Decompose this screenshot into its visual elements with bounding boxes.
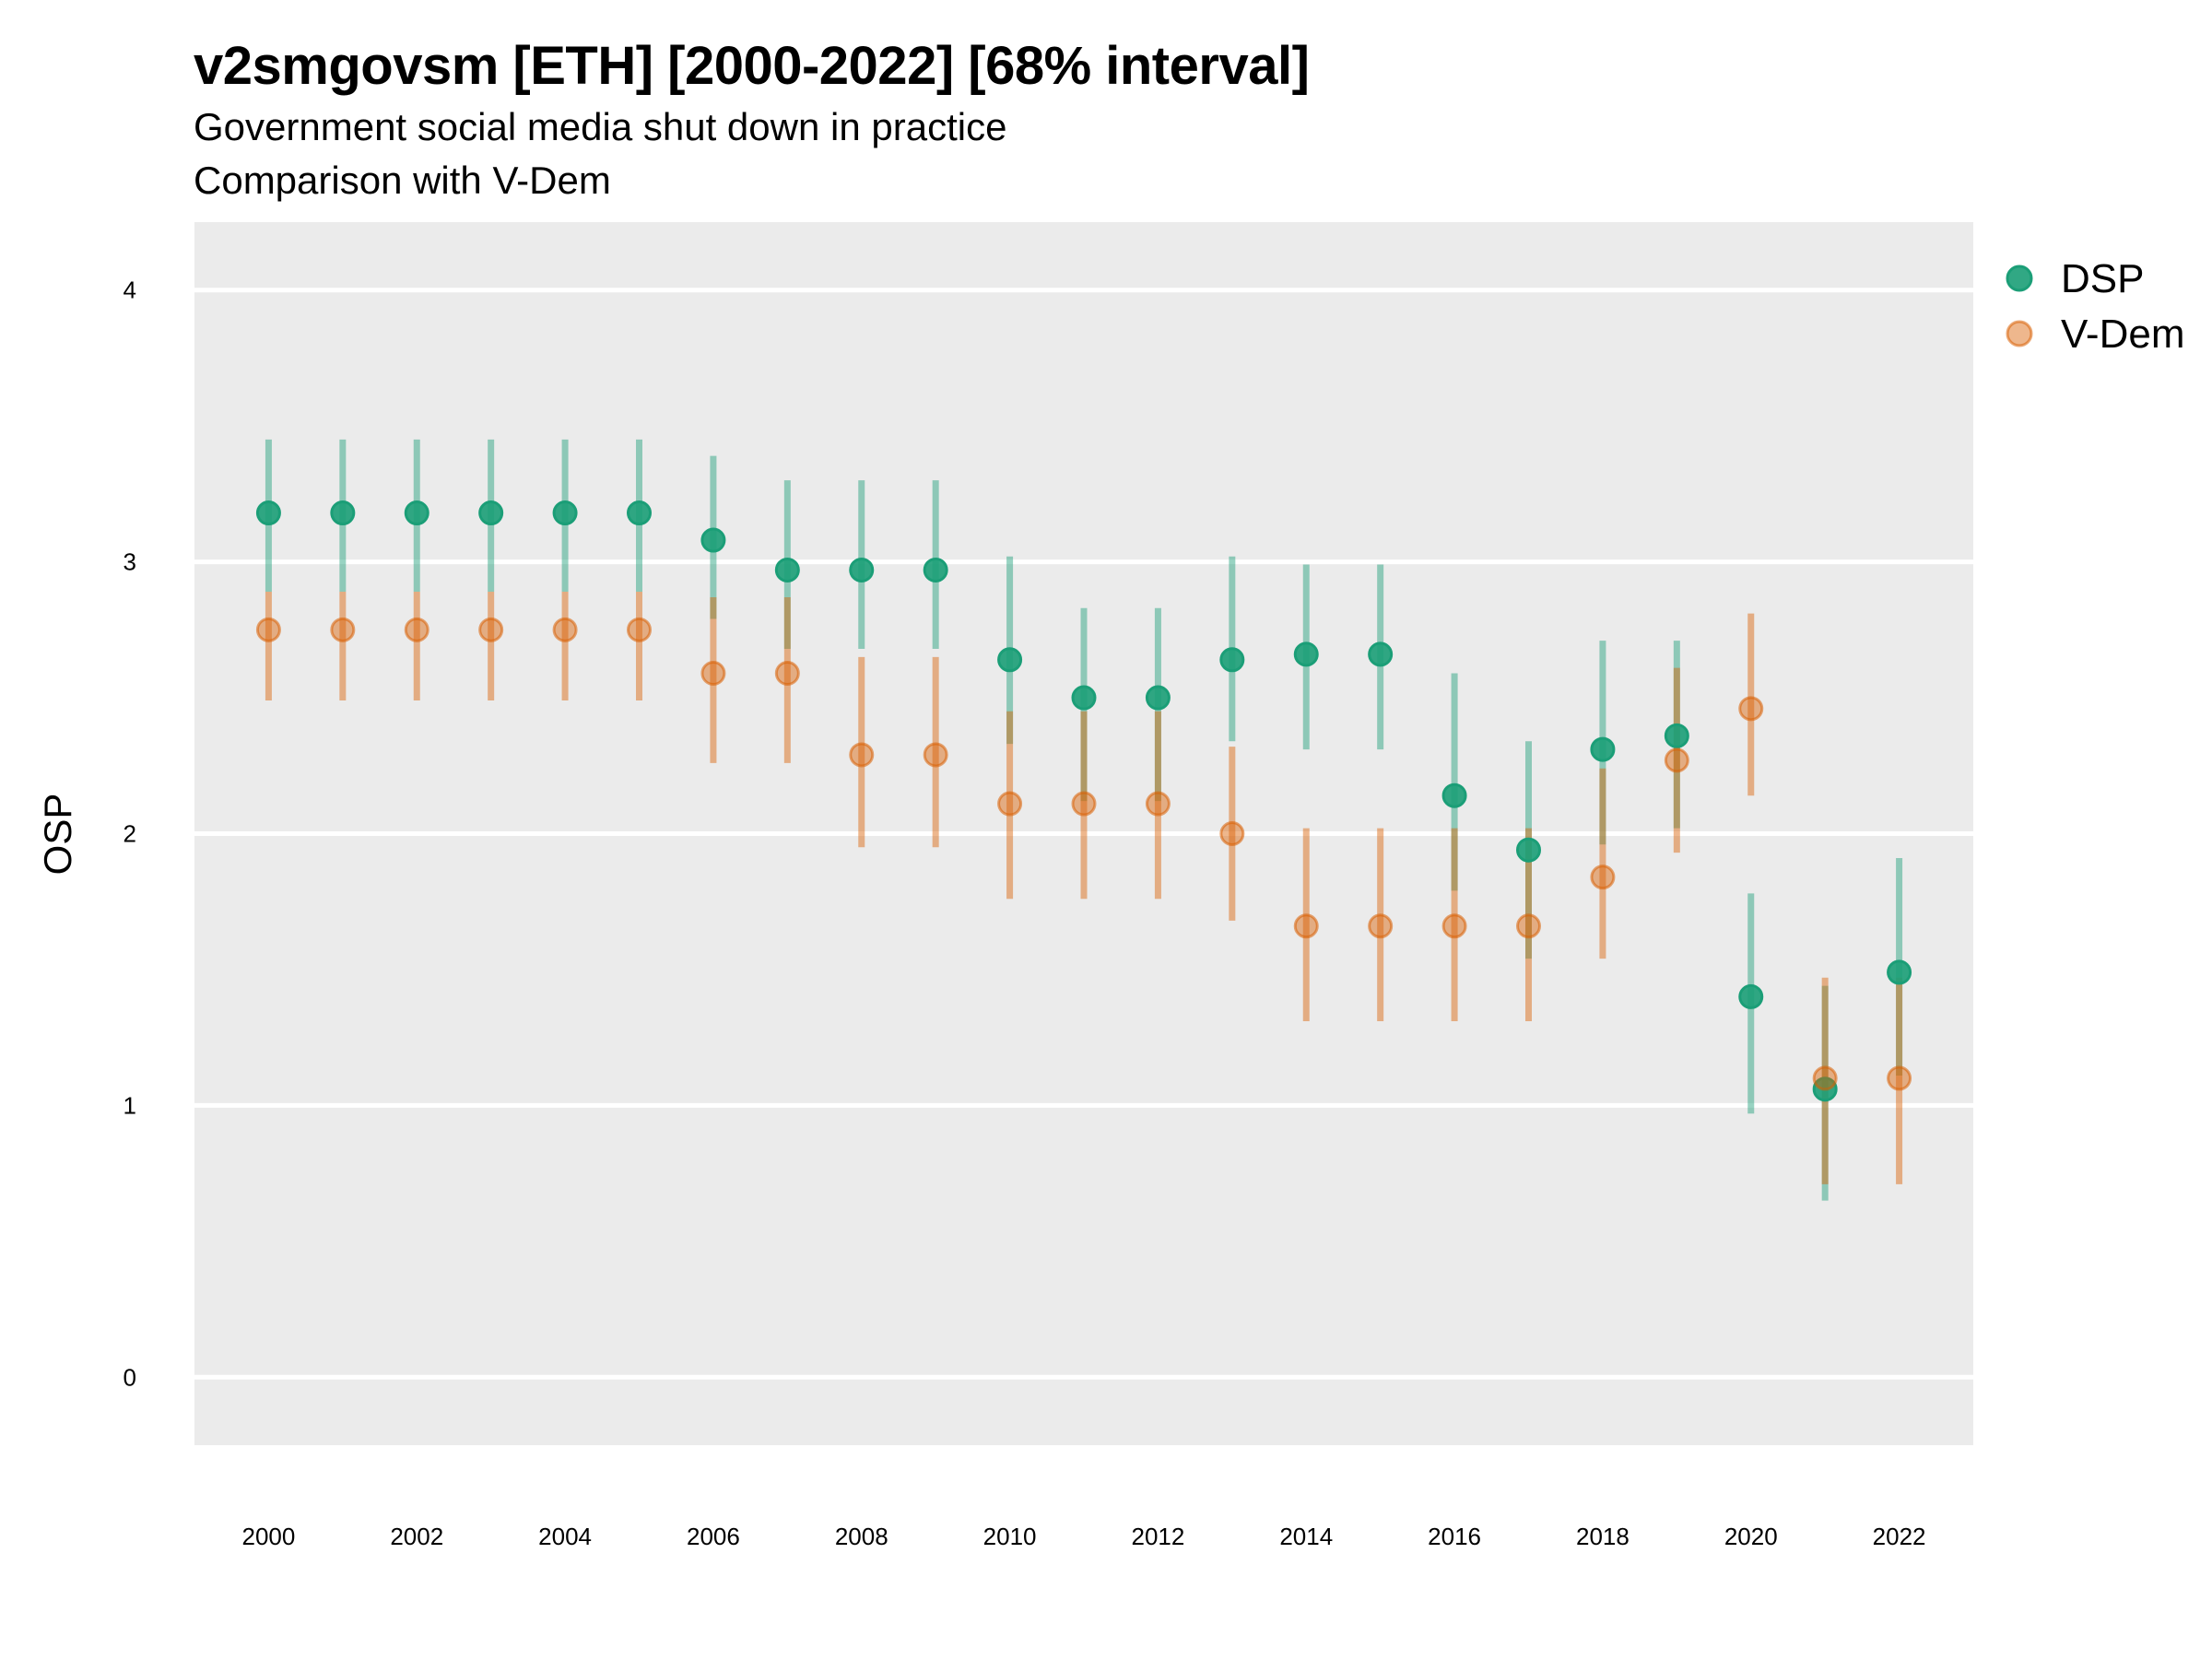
v-dem-point: [997, 791, 1023, 817]
legend-label-v-dem: V-Dem: [2061, 312, 2184, 357]
x-tick-label: 2000: [241, 1523, 295, 1550]
x-tick-label: 2006: [687, 1523, 740, 1550]
dsp-point: [330, 500, 356, 526]
y-tick-labels: 0 1 2 3 4: [124, 276, 136, 1392]
x-tick-label: 2010: [983, 1523, 1037, 1550]
dsp-point: [1293, 641, 1319, 667]
x-tick-label: 2012: [1131, 1523, 1184, 1550]
v-dem-point: [849, 742, 875, 768]
v-dem-point: [478, 617, 504, 642]
y-tick-label: 2: [124, 820, 136, 848]
dsp-point: [923, 557, 948, 582]
dsp-point: [849, 557, 875, 582]
v-dem-point: [1516, 913, 1541, 939]
y-tick-label: 3: [124, 548, 136, 576]
v-dem-point: [627, 617, 652, 642]
y-tick-label: 4: [124, 276, 136, 304]
x-tick-label: 2018: [1576, 1523, 1630, 1550]
dsp-point: [1516, 837, 1541, 863]
dsp-point: [1738, 983, 1764, 1009]
dsp-point: [997, 647, 1023, 673]
v-dem-point: [255, 617, 281, 642]
v-dem-point: [1590, 865, 1616, 890]
v-dem-point: [1441, 913, 1467, 939]
x-tick-label: 2016: [1428, 1523, 1481, 1550]
v-dem-point: [1887, 1065, 1912, 1091]
dsp-point: [700, 527, 726, 553]
dsp-point: [1664, 723, 1689, 748]
chart-subtitle: Government social media shut down in pra…: [194, 105, 1007, 148]
x-tick-label: 2020: [1724, 1523, 1778, 1550]
x-tick-label: 2014: [1279, 1523, 1333, 1550]
v-dem-point: [552, 617, 578, 642]
data-points: [255, 500, 1912, 1102]
dsp-point: [1145, 685, 1171, 711]
legend-key-dsp: [2006, 265, 2033, 292]
dsp-point: [478, 500, 504, 526]
dsp-point: [404, 500, 429, 526]
v-dem-point: [1812, 1065, 1838, 1091]
v-dem-point: [1664, 747, 1689, 773]
legend: DSP V-Dem: [2006, 256, 2184, 357]
x-tick-label: 2002: [390, 1523, 443, 1550]
dsp-point: [1887, 959, 1912, 985]
dsp-point: [1441, 782, 1467, 808]
v-dem-point: [330, 617, 356, 642]
dsp-point: [1368, 641, 1394, 667]
v-dem-point: [1219, 821, 1245, 846]
x-tick-label: 2008: [835, 1523, 888, 1550]
dsp-point: [627, 500, 652, 526]
legend-key-v-dem: [2006, 320, 2033, 347]
v-dem-point: [404, 617, 429, 642]
dsp-point: [255, 500, 281, 526]
v-dem-point: [923, 742, 948, 768]
x-tick-label: 2022: [1873, 1523, 1926, 1550]
v-dem-point: [1145, 791, 1171, 817]
v-dem-point: [1071, 791, 1097, 817]
v-dem-point: [1738, 696, 1764, 722]
legend-label-dsp: DSP: [2061, 256, 2144, 301]
dsp-point: [774, 557, 800, 582]
v-dem-point: [774, 661, 800, 687]
chart-caption: Comparison with V-Dem: [194, 159, 611, 202]
dsp-point: [552, 500, 578, 526]
dsp-point: [1071, 685, 1097, 711]
grid-lines: [194, 288, 1973, 1380]
y-tick-label: 1: [124, 1091, 136, 1119]
x-tick-labels: 2000 2002 2004 2006 2008 2010 2012 2014 2016 2018…: [241, 1523, 1925, 1550]
v-dem-point: [1368, 913, 1394, 939]
dsp-point: [1219, 647, 1245, 673]
y-axis-title: OSP: [36, 794, 79, 876]
x-tick-label: 2004: [538, 1523, 592, 1550]
y-tick-label: 0: [124, 1363, 136, 1391]
dsp-point: [1590, 736, 1616, 762]
v-dem-point: [1293, 913, 1319, 939]
chart-title: v2smgovsm [ETH] [2000-2022] [68% interva…: [194, 36, 1310, 96]
v-dem-point: [700, 661, 726, 687]
